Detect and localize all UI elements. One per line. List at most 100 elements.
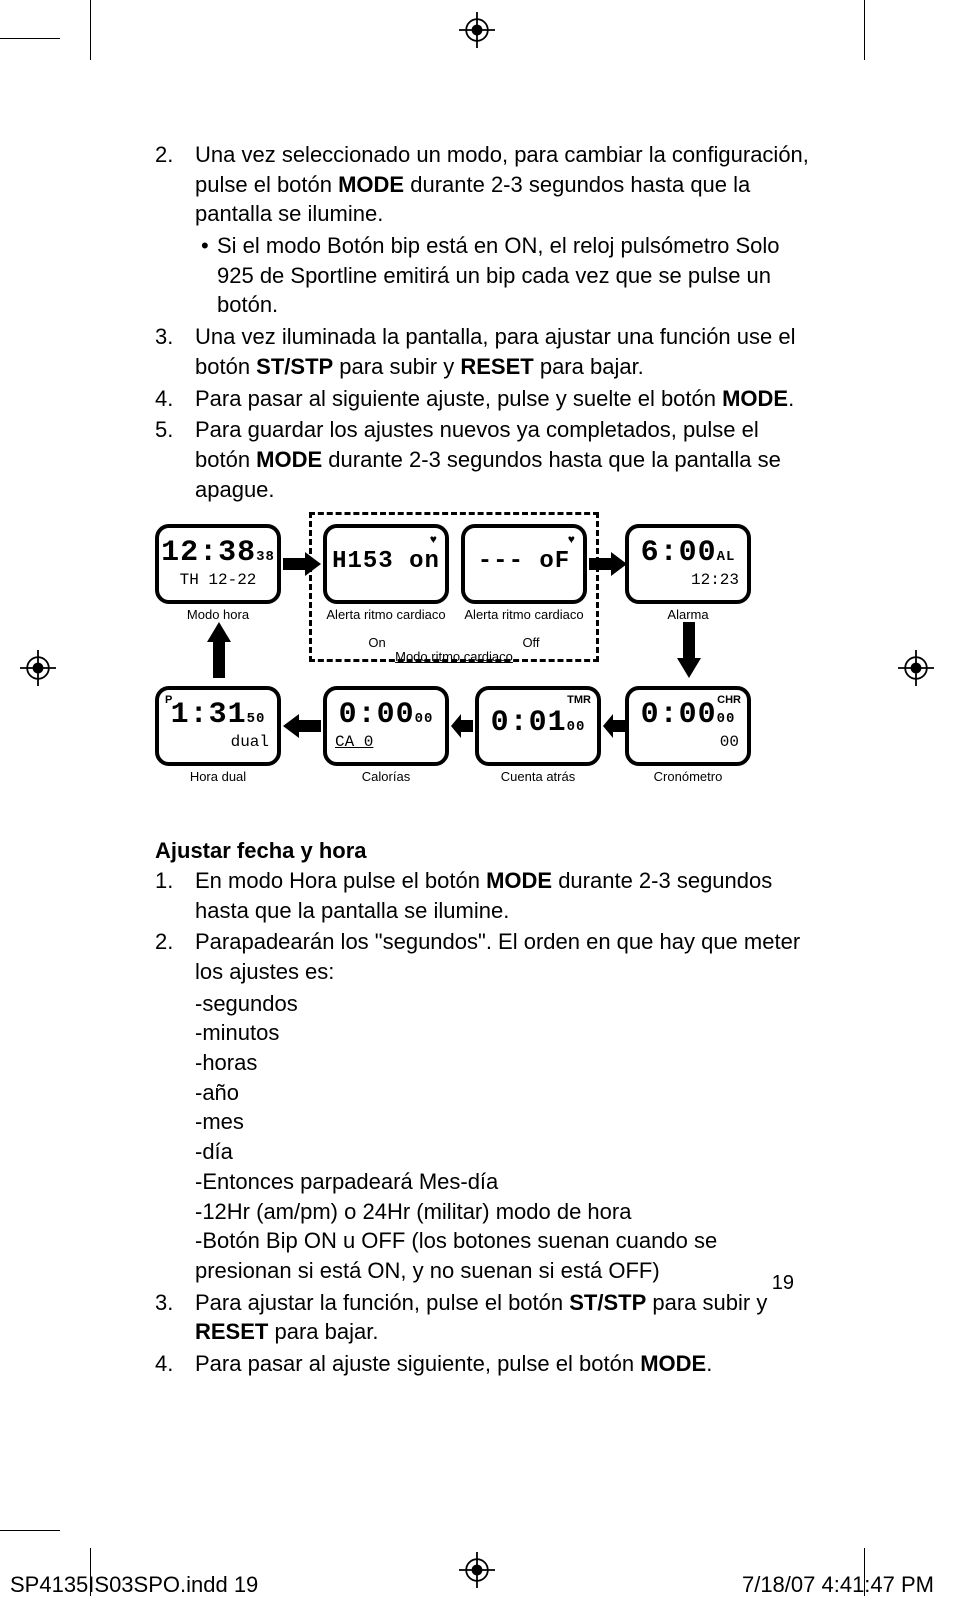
time-main: 12:38 (161, 536, 256, 570)
caption-time: Modo hora (155, 608, 281, 622)
caption-alarm: Alarma (625, 608, 751, 622)
settings-order-item: -12Hr (am/pm) o 24Hr (militar) modo de h… (195, 1197, 810, 1227)
instruction-item: 1. En modo Hora pulse el botón MODE duran… (155, 866, 810, 925)
settings-order-item: -Entonces parpadeará Mes-día (195, 1167, 810, 1197)
time-date: TH 12-22 (159, 572, 277, 588)
cal-sub: CA 0 (327, 734, 445, 750)
item-text: En modo Hora pulse el botón MODE durante… (195, 868, 772, 923)
footer-timestamp: 7/18/07 4:41:47 PM (742, 1570, 934, 1600)
section-heading: Ajustar fecha y hora (155, 836, 810, 866)
instruction-sub-item: Si el modo Botón bip está en ON, el relo… (155, 231, 810, 320)
page-body: 2. Una vez seleccionado un modo, para cam… (155, 140, 810, 1381)
chr-sub: 00 (629, 734, 747, 750)
arrow-right-icon (283, 552, 321, 576)
alarm-tag: AL (717, 549, 736, 565)
caption-hr-group: Modo ritmo cardiaco (379, 650, 529, 664)
item-number: 2. (155, 140, 173, 170)
screen-chr: CHR 0:0000 00 (625, 686, 751, 766)
caption-chr: Cronómetro (625, 770, 751, 784)
chr-sec: 00 (717, 711, 736, 727)
instruction-item: 5. Para guardar los ajustes nuevos ya com… (155, 415, 810, 504)
dual-corner: P (165, 693, 172, 708)
screen-hr-off: ♥ --- oF (461, 524, 587, 604)
caption-hr-on-sub: On (357, 636, 397, 650)
item-number: 1. (155, 866, 173, 896)
heart-icon: ♥ (568, 532, 575, 548)
crop-mark (0, 1530, 60, 1531)
settings-order-item: -horas (195, 1048, 810, 1078)
settings-order-item: -día (195, 1137, 810, 1167)
settings-order-item: -año (195, 1078, 810, 1108)
caption-cal: Calorías (323, 770, 449, 784)
settings-order-item: -mes (195, 1107, 810, 1137)
settings-order-item: -minutos (195, 1018, 810, 1048)
item-number: 3. (155, 1288, 173, 1318)
dual-main: 1:31 (171, 698, 247, 732)
registration-mark-icon (898, 650, 934, 686)
item-number: 4. (155, 384, 173, 414)
hr-off-text: --- oF (465, 528, 583, 574)
instruction-list-top: 2. Una vez seleccionado un modo, para cam… (155, 140, 810, 504)
item-text: Parapadearán los "segundos". El orden en… (195, 929, 800, 984)
time-sec: 38 (256, 549, 275, 565)
chr-main: 0:00 (641, 698, 717, 732)
alarm-sub: 12:23 (629, 572, 747, 588)
caption-dual: Hora dual (155, 770, 281, 784)
settings-order-list: -segundos-minutos-horas-año-mes-día-Ento… (155, 989, 810, 1286)
arrow-up-icon (207, 622, 231, 678)
instruction-list-2: 1. En modo Hora pulse el botón MODE duran… (155, 866, 810, 1379)
footer-filename: SP4135IS03SPO.indd 19 (10, 1570, 258, 1600)
item-number: 4. (155, 1349, 173, 1379)
registration-mark-icon (459, 12, 495, 48)
instruction-item: 3. Para ajustar la función, pulse el botó… (155, 1288, 810, 1347)
screen-dual: P 1:3150 dual (155, 686, 281, 766)
arrow-left-icon (283, 714, 321, 738)
registration-mark-icon (20, 650, 56, 686)
alarm-main: 6:00 (641, 536, 717, 570)
item-number: 5. (155, 415, 173, 445)
arrow-right-icon (589, 552, 627, 576)
arrow-left-icon (451, 714, 473, 738)
crop-mark (864, 0, 865, 60)
item-text: Para pasar al siguiente ajuste, pulse y … (195, 386, 794, 411)
item-text: Una vez iluminada la pantalla, para ajus… (195, 324, 796, 379)
cal-sec: 00 (415, 711, 434, 727)
item-text: Para ajustar la función, pulse el botón … (195, 1290, 767, 1345)
instruction-item: 2. Una vez seleccionado un modo, para cam… (155, 140, 810, 229)
mode-diagram: 12:3838 TH 12-22 Modo hora ♥ H153 on Ale… (155, 518, 810, 818)
screen-cal: 0:0000 CA 0 (323, 686, 449, 766)
screen-time: 12:3838 TH 12-22 (155, 524, 281, 604)
hr-on-text: H153 on (327, 528, 445, 574)
caption-hr-on: Alerta ritmo cardiaco (323, 608, 449, 622)
item-text: Para pasar al ajuste siguiente, pulse el… (195, 1351, 712, 1376)
settings-order-item: -segundos (195, 989, 810, 1019)
caption-tmr: Cuenta atrás (475, 770, 601, 784)
heart-icon: ♥ (430, 532, 437, 548)
crop-mark (90, 0, 91, 60)
item-text: Una vez seleccionado un modo, para cambi… (195, 142, 809, 226)
tmr-corner: TMR (567, 693, 591, 708)
chr-corner: CHR (717, 693, 741, 708)
dual-sec: 50 (247, 711, 266, 727)
item-number: 3. (155, 322, 173, 352)
registration-mark-icon (459, 1552, 495, 1588)
arrow-down-icon (677, 622, 701, 678)
tmr-sec: 00 (567, 719, 586, 735)
instruction-item: 3. Una vez iluminada la pantalla, para aj… (155, 322, 810, 381)
caption-hr-off-sub: Off (511, 636, 551, 650)
caption-hr-off: Alerta ritmo cardiaco (461, 608, 587, 622)
item-text: Para guardar los ajustes nuevos ya compl… (195, 417, 781, 501)
instruction-item: 4. Para pasar al siguiente ajuste, pulse … (155, 384, 810, 414)
dual-label: dual (159, 734, 277, 750)
screen-hr-on: ♥ H153 on (323, 524, 449, 604)
screen-tmr: TMR 0:0100 (475, 686, 601, 766)
settings-order-item: -Botón Bip ON u OFF (los botones suenan … (195, 1226, 810, 1285)
item-number: 2. (155, 927, 173, 957)
arrow-left-icon (603, 714, 625, 738)
cal-main: 0:00 (339, 698, 415, 732)
tmr-main: 0:01 (491, 706, 567, 740)
screen-alarm: 6:00AL 12:23 (625, 524, 751, 604)
instruction-item: 2. Parapadearán los "segundos". El orden … (155, 927, 810, 986)
sub-bullet-text: Si el modo Botón bip está en ON, el relo… (195, 231, 810, 320)
page-number: 19 (772, 1270, 794, 1297)
